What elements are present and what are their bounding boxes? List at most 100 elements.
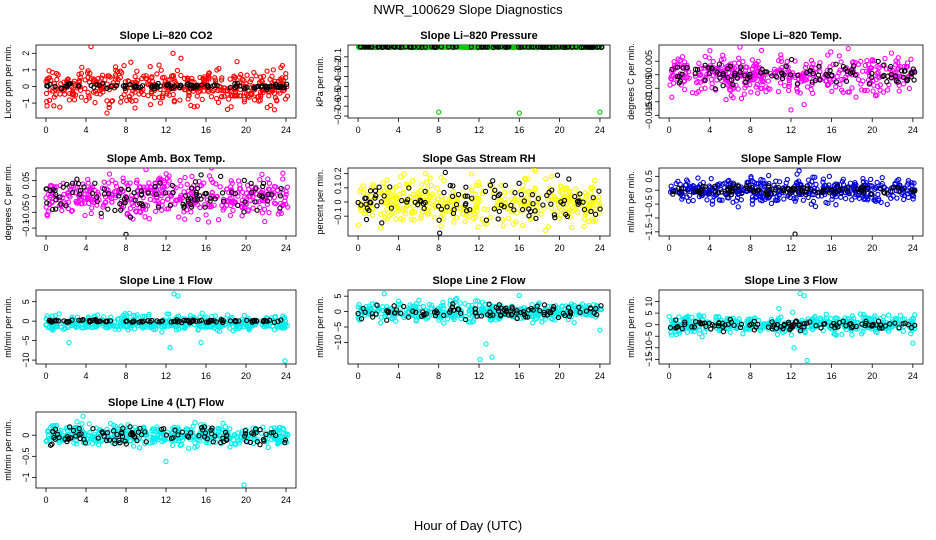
data-point bbox=[113, 183, 120, 190]
data-point bbox=[65, 81, 72, 87]
data-point bbox=[446, 45, 452, 50]
data-point bbox=[860, 179, 867, 185]
data-point bbox=[888, 188, 894, 195]
data-point bbox=[567, 192, 574, 198]
data-point bbox=[241, 209, 247, 215]
data-point bbox=[85, 75, 91, 81]
data-point bbox=[180, 201, 186, 207]
data-point bbox=[227, 84, 234, 91]
data-point bbox=[462, 316, 469, 323]
data-point bbox=[73, 198, 79, 205]
data-point bbox=[552, 317, 558, 323]
data-point bbox=[277, 205, 283, 211]
data-point bbox=[684, 194, 690, 200]
data-point bbox=[461, 194, 467, 200]
data-point bbox=[436, 109, 442, 115]
data-point bbox=[393, 307, 400, 313]
data-point bbox=[904, 77, 911, 84]
data-point bbox=[393, 216, 399, 222]
data-point bbox=[788, 56, 795, 63]
data-point bbox=[577, 309, 583, 316]
data-point bbox=[697, 330, 703, 337]
data-point bbox=[69, 207, 75, 214]
data-point bbox=[757, 327, 763, 334]
data-point bbox=[213, 95, 220, 102]
data-point bbox=[409, 178, 416, 184]
data-point bbox=[278, 317, 284, 323]
y-tick-label: 0.05 bbox=[21, 172, 31, 190]
data-point bbox=[788, 107, 794, 113]
x-tick-label: 4 bbox=[396, 371, 401, 381]
data-point bbox=[262, 84, 269, 90]
data-point bbox=[668, 332, 675, 338]
data-point bbox=[57, 104, 63, 110]
data-point bbox=[582, 211, 589, 217]
data-point bbox=[495, 192, 502, 199]
data-point bbox=[569, 45, 575, 50]
data-point bbox=[67, 194, 73, 200]
data-point bbox=[491, 194, 497, 201]
data-point bbox=[230, 207, 236, 214]
data-point bbox=[541, 311, 547, 318]
data-point bbox=[447, 309, 453, 315]
data-point bbox=[241, 99, 248, 105]
data-point bbox=[558, 183, 564, 189]
data-point bbox=[367, 188, 374, 194]
data-point bbox=[569, 224, 575, 231]
data-point bbox=[522, 314, 529, 320]
data-point bbox=[75, 83, 81, 89]
data-point bbox=[594, 312, 600, 318]
data-point bbox=[797, 290, 803, 297]
y-tick-label: −0.05 bbox=[21, 201, 31, 224]
panel-title: Slope Li–820 CO2 bbox=[120, 30, 213, 42]
data-point bbox=[530, 201, 536, 207]
data-point bbox=[829, 196, 835, 203]
data-point bbox=[826, 173, 833, 180]
data-point bbox=[812, 203, 819, 210]
data-point bbox=[740, 331, 746, 337]
data-point bbox=[74, 176, 80, 182]
data-point bbox=[427, 175, 433, 181]
chart-panel: Slope Amb. Box Temp.0 4 8 12 16 20 24−0.1−0.05… bbox=[3, 153, 297, 253]
data-point bbox=[468, 171, 475, 177]
data-point bbox=[741, 91, 747, 97]
data-point bbox=[463, 184, 469, 190]
data-point bbox=[249, 189, 255, 196]
data-point bbox=[778, 58, 784, 64]
x-tick-label: 4 bbox=[707, 371, 712, 381]
data-point bbox=[681, 59, 688, 65]
data-point bbox=[374, 302, 380, 308]
data-point bbox=[112, 76, 118, 82]
data-point bbox=[774, 331, 781, 338]
data-point bbox=[566, 176, 572, 182]
data-point bbox=[72, 190, 79, 196]
data-point bbox=[258, 78, 264, 84]
data-point bbox=[852, 182, 858, 188]
x-tick-label: 0 bbox=[43, 125, 48, 135]
x-tick-label: 8 bbox=[748, 371, 753, 381]
data-point bbox=[702, 85, 708, 91]
data-point bbox=[404, 199, 410, 205]
data-point bbox=[106, 171, 113, 177]
data-point bbox=[901, 68, 908, 74]
data-point bbox=[234, 80, 240, 87]
data-point bbox=[774, 193, 780, 199]
data-point bbox=[502, 182, 509, 188]
data-point bbox=[242, 194, 248, 200]
data-point bbox=[283, 191, 289, 198]
data-point bbox=[744, 64, 750, 71]
panel-title: Slope Li–820 Temp. bbox=[740, 30, 842, 42]
y-axis-label: degrees C per min. bbox=[3, 164, 13, 241]
y-tick-label: 5 bbox=[333, 294, 343, 299]
data-point bbox=[106, 104, 112, 111]
data-point bbox=[134, 312, 140, 318]
panel-title: Slope Line 2 Flow bbox=[433, 275, 526, 287]
data-point bbox=[53, 206, 59, 212]
data-point bbox=[532, 185, 538, 191]
data-point bbox=[478, 305, 485, 312]
data-point bbox=[434, 185, 440, 191]
data-point bbox=[590, 194, 596, 201]
data-point bbox=[708, 65, 715, 71]
